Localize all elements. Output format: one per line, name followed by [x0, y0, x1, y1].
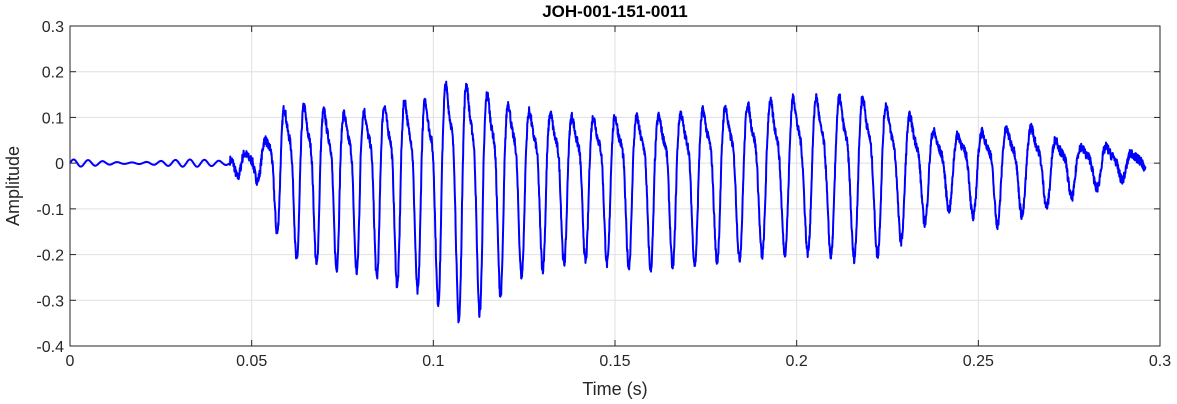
x-axis-title: Time (s) [582, 379, 647, 399]
y-tick-label: 0 [55, 156, 64, 173]
y-axis-title: Amplitude [3, 146, 23, 226]
y-tick-label: 0.2 [42, 65, 64, 82]
x-tick-label: 0.1 [422, 353, 444, 370]
chart-title: JOH-001-151-0011 [542, 2, 688, 21]
y-tick-label: -0.2 [36, 248, 64, 265]
x-tick-labels: 0 0.05 0.1 0.15 0.2 0.25 0.3 [66, 353, 1172, 370]
waveform-series-line [69, 80, 1147, 324]
x-tick-label: 0.3 [1149, 353, 1171, 370]
x-tick-label: 0.2 [786, 353, 808, 370]
y-tick-label: -0.1 [36, 202, 64, 219]
axis-ticks [69, 25, 1161, 347]
y-tick-label: 0.3 [42, 19, 64, 36]
x-tick-label: 0.15 [599, 353, 630, 370]
x-tick-label: 0.25 [963, 353, 994, 370]
y-tick-labels: 0.3 0.2 0.1 0 -0.1 -0.2 -0.3 -0.4 [36, 19, 64, 356]
y-tick-label: 0.1 [42, 110, 64, 127]
y-tick-label: -0.3 [36, 293, 64, 310]
y-tick-label: -0.4 [36, 339, 64, 356]
x-tick-label: 0.05 [236, 353, 267, 370]
x-tick-label: 0 [66, 353, 75, 370]
